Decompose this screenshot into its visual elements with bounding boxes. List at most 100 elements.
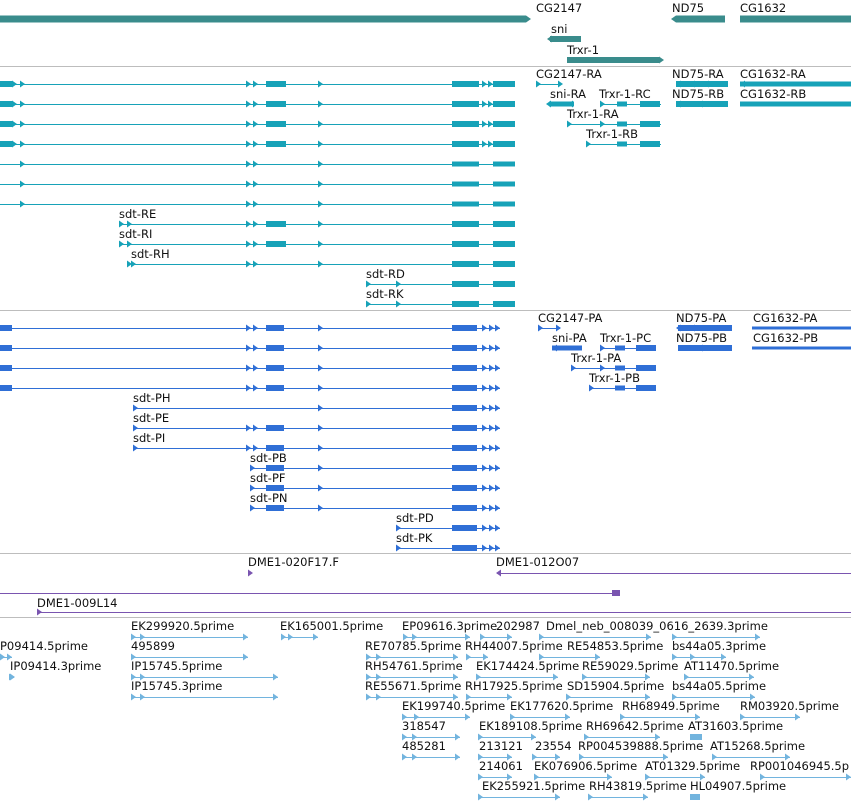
feature-label[interactable]: EK199740.5prime bbox=[402, 699, 506, 713]
feature-label[interactable]: RP004539888.5prime bbox=[578, 739, 704, 753]
feature-block bbox=[493, 121, 515, 127]
feature-label[interactable]: RM03920.5prime bbox=[740, 699, 839, 713]
feature-label[interactable]: AT01329.5prime bbox=[645, 759, 741, 773]
feature-label[interactable]: sni-PA bbox=[552, 331, 587, 345]
feature-label[interactable]: sdt-PF bbox=[250, 471, 286, 485]
feature-label[interactable]: EK076906.5prime bbox=[534, 759, 638, 773]
feature-label[interactable]: CG2147-RA bbox=[536, 67, 602, 81]
feature-label[interactable]: ND75-PA bbox=[676, 311, 727, 325]
feature-label[interactable]: RH43819.5prime bbox=[589, 779, 687, 793]
feature-label[interactable]: IP15745.5prime bbox=[131, 659, 223, 673]
feature-label[interactable]: sdt-PB bbox=[250, 451, 287, 465]
feature-label[interactable]: DME1-020F17.F bbox=[248, 555, 339, 569]
feature-label[interactable]: Trxr-1-RC bbox=[599, 87, 651, 101]
feature-block bbox=[690, 734, 702, 740]
feature-label[interactable]: AT15268.5prime bbox=[710, 739, 806, 753]
feature-label[interactable]: ND75-RA bbox=[672, 67, 724, 81]
feature-label[interactable]: ND75-RB bbox=[672, 87, 725, 101]
feature-block bbox=[690, 794, 700, 800]
feature-label[interactable]: 23554 bbox=[535, 739, 572, 753]
strand-arrow bbox=[489, 424, 494, 432]
feature-label[interactable]: Trxr-1 bbox=[567, 43, 600, 57]
feature-label[interactable]: P09414.5prime bbox=[0, 639, 88, 653]
strand-arrow bbox=[495, 324, 500, 332]
feature-label[interactable]: sni bbox=[551, 22, 568, 36]
feature-label[interactable]: Trxr-1-PB bbox=[589, 371, 640, 385]
feature-label[interactable]: RH44007.5prime bbox=[465, 639, 563, 653]
feature-label[interactable]: sdt-RK bbox=[366, 287, 404, 301]
feature-label[interactable]: sdt-PD bbox=[396, 511, 434, 525]
feature-label[interactable]: bs44a05.5prime bbox=[672, 679, 767, 693]
feature-label[interactable]: Trxr-1-RB bbox=[586, 127, 639, 141]
feature-label[interactable]: RE54853.5prime bbox=[567, 639, 664, 653]
strand-arrow bbox=[565, 713, 570, 721]
feature-label[interactable]: CG2147 bbox=[536, 1, 583, 15]
strand-arrow bbox=[246, 180, 251, 188]
feature-label[interactable]: CG1632-RA bbox=[740, 67, 806, 81]
feature-block bbox=[266, 505, 284, 511]
feature-label[interactable]: EK177620.5prime bbox=[510, 699, 614, 713]
feature-label[interactable]: DME1-012O07 bbox=[496, 555, 580, 569]
feature-label[interactable]: CG1632 bbox=[740, 1, 787, 15]
feature-label[interactable]: Trxr-1-RA bbox=[567, 107, 619, 121]
feature-label[interactable]: RE55671.5prime bbox=[365, 679, 462, 693]
feature-label[interactable]: sdt-PK bbox=[396, 531, 433, 545]
feature-label[interactable]: CG2147-PA bbox=[538, 311, 603, 325]
feature-label[interactable]: ND75-PB bbox=[676, 331, 728, 345]
strand-arrow bbox=[482, 424, 487, 432]
feature-label[interactable]: sdt-PI bbox=[133, 431, 166, 445]
feature-label[interactable]: HL04907.5prime bbox=[690, 779, 787, 793]
feature-label[interactable]: IP09414.3prime bbox=[10, 659, 102, 673]
strand-arrow bbox=[131, 260, 136, 268]
feature-label[interactable]: 202987 bbox=[496, 619, 540, 633]
strand-arrow bbox=[496, 569, 501, 577]
feature-block bbox=[493, 241, 515, 247]
feature-label[interactable]: 214061 bbox=[479, 759, 523, 773]
feature-label[interactable]: RH54761.5prime bbox=[365, 659, 463, 673]
strand-arrow bbox=[12, 120, 17, 128]
feature-label[interactable]: RH17925.5prime bbox=[465, 679, 563, 693]
feature-label[interactable]: AT11470.5prime bbox=[684, 659, 780, 673]
feature-label[interactable]: RE70785.5prime bbox=[365, 639, 462, 653]
feature-label[interactable]: ND75 bbox=[672, 1, 705, 15]
feature-label[interactable]: AT31603.5prime bbox=[688, 719, 784, 733]
feature-label[interactable]: bs44a05.3prime bbox=[672, 639, 767, 653]
feature-block bbox=[0, 101, 12, 107]
strand-arrow bbox=[12, 80, 17, 88]
feature-label[interactable]: CG1632-RB bbox=[740, 87, 807, 101]
feature-label[interactable]: 318547 bbox=[402, 719, 446, 733]
feature-label[interactable]: EP09616.3prime bbox=[402, 619, 498, 633]
feature-label[interactable]: Trxr-1-PA bbox=[571, 351, 622, 365]
feature-label[interactable]: sdt-PH bbox=[133, 391, 171, 405]
feature-label[interactable]: DME1-009L14 bbox=[37, 596, 118, 610]
feature-label[interactable]: 213121 bbox=[479, 739, 523, 753]
feature-label[interactable]: sdt-RE bbox=[119, 207, 157, 221]
feature-label[interactable]: EK174424.5prime bbox=[476, 659, 580, 673]
feature-label[interactable]: CG1632-PB bbox=[753, 331, 819, 345]
feature-label[interactable]: Trxr-1-PC bbox=[600, 331, 652, 345]
feature-label[interactable]: sdt-RI bbox=[119, 227, 153, 241]
strand-arrow bbox=[566, 693, 571, 701]
feature-label[interactable]: SD15904.5prime bbox=[567, 679, 665, 693]
feature-label[interactable]: RH68949.5prime bbox=[622, 699, 720, 713]
feature-label[interactable]: EK165001.5prime bbox=[280, 619, 384, 633]
feature-label[interactable]: CG1632-PA bbox=[753, 311, 818, 325]
feature-label[interactable]: sdt-RH bbox=[131, 247, 170, 261]
feature-label[interactable]: Dmel_neb_008039_0616_2639.3prime bbox=[546, 619, 768, 633]
feature-label[interactable]: EK255921.5prime bbox=[482, 779, 586, 793]
feature-label[interactable]: 495899 bbox=[131, 639, 175, 653]
feature-label[interactable]: EK189108.5prime bbox=[479, 719, 583, 733]
strand-arrow bbox=[246, 344, 251, 352]
feature-label[interactable]: sdt-PN bbox=[250, 491, 288, 505]
feature-label[interactable]: 485281 bbox=[402, 739, 446, 753]
feature-label[interactable]: RE59029.5prime bbox=[582, 659, 679, 673]
feature-label[interactable]: IP15745.3prime bbox=[131, 679, 223, 693]
feature-label[interactable]: sdt-PE bbox=[133, 411, 170, 425]
strand-arrow bbox=[698, 344, 703, 352]
feature-label[interactable]: EK299920.5prime bbox=[131, 619, 235, 633]
feature-label[interactable]: RH69642.5prime bbox=[586, 719, 684, 733]
feature-label[interactable]: sdt-RD bbox=[366, 267, 405, 281]
feature-label[interactable]: sni-RA bbox=[550, 87, 587, 101]
feature-label[interactable]: RP001046945.5p bbox=[750, 759, 850, 773]
strand-arrow bbox=[495, 464, 500, 472]
